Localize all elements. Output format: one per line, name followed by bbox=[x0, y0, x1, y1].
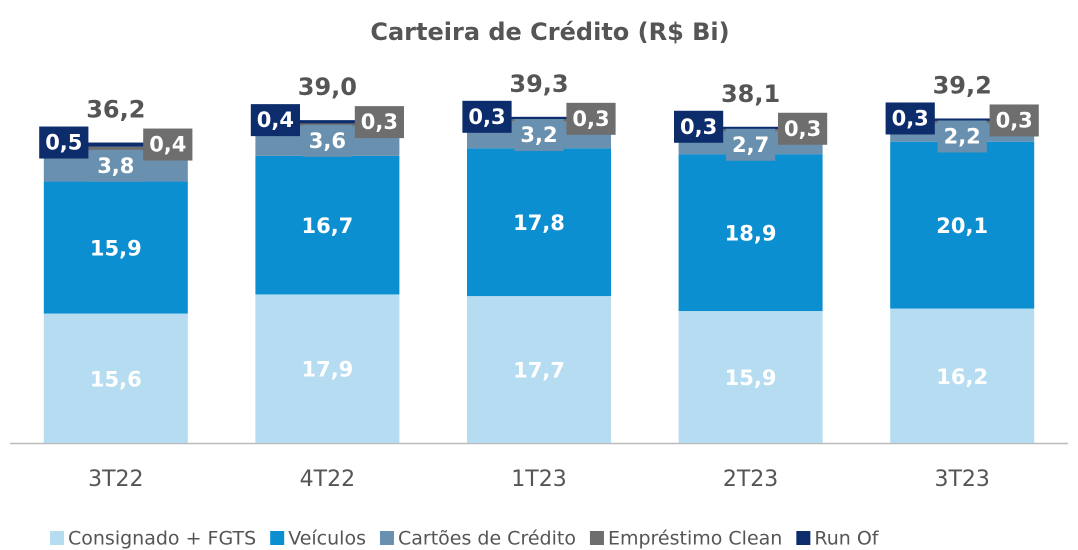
legend-label: Cartões de Crédito bbox=[398, 528, 576, 550]
bar-segment bbox=[678, 311, 823, 443]
data-label: 15,6 bbox=[90, 367, 142, 391]
label-box bbox=[143, 128, 193, 161]
data-label: 18,9 bbox=[725, 222, 777, 246]
label-box bbox=[566, 102, 616, 135]
label-box bbox=[937, 120, 987, 153]
label-box bbox=[989, 104, 1039, 137]
bar-segment bbox=[255, 120, 400, 124]
bar-segment bbox=[467, 148, 611, 297]
bar-segment bbox=[43, 146, 188, 151]
bar-segment bbox=[678, 126, 823, 130]
bar-segment bbox=[467, 116, 611, 120]
data-label: 3,8 bbox=[97, 154, 134, 178]
data-label: 16,2 bbox=[936, 365, 988, 389]
label-box bbox=[39, 126, 89, 159]
bar-segment bbox=[255, 294, 400, 443]
data-label: 3,6 bbox=[309, 129, 346, 153]
chart-title: Carteira de Crédito (R$ Bi) bbox=[370, 18, 729, 46]
legend-swatch bbox=[589, 531, 604, 545]
data-label: 16,7 bbox=[301, 214, 353, 238]
legend-label: Consignado + FGTS bbox=[68, 528, 256, 550]
legend-swatch bbox=[270, 531, 285, 545]
bar-segment bbox=[467, 296, 611, 443]
label-box bbox=[91, 149, 141, 182]
label-box bbox=[354, 106, 405, 139]
label-box bbox=[777, 112, 828, 145]
legend-swatch bbox=[379, 531, 394, 545]
data-label: 0,3 bbox=[468, 105, 505, 129]
legend-swatch bbox=[50, 531, 64, 545]
label-box bbox=[250, 104, 301, 137]
bar-segment bbox=[43, 313, 188, 443]
data-label: 0,5 bbox=[45, 131, 82, 155]
data-label: 0,3 bbox=[572, 107, 609, 131]
total-label: 39,0 bbox=[298, 73, 357, 101]
total-label: 39,3 bbox=[509, 70, 568, 98]
data-label: 17,9 bbox=[301, 358, 353, 382]
data-label: 15,9 bbox=[90, 237, 142, 261]
data-label: 2,7 bbox=[732, 133, 769, 157]
bar-segment bbox=[255, 123, 400, 126]
legend-label: Run Of bbox=[814, 528, 879, 550]
legend-label: Veículos bbox=[288, 528, 366, 550]
data-label: 0,3 bbox=[680, 115, 717, 139]
data-label: 0,4 bbox=[149, 133, 186, 157]
data-label: 3,2 bbox=[520, 123, 557, 147]
bar-segment bbox=[890, 141, 1035, 309]
data-label: 15,9 bbox=[725, 366, 777, 390]
bar-segment bbox=[678, 154, 823, 312]
x-tick-label: 3T23 bbox=[934, 467, 989, 492]
bar-segment bbox=[255, 155, 400, 295]
label-box bbox=[725, 128, 776, 161]
data-label: 0,3 bbox=[892, 106, 929, 130]
data-label: 0,4 bbox=[257, 108, 294, 132]
data-label: 20,1 bbox=[936, 214, 988, 238]
legend-label: Empréstimo Clean bbox=[608, 528, 782, 550]
label-box bbox=[514, 119, 564, 152]
data-label: 17,8 bbox=[513, 211, 565, 235]
data-label: 0,3 bbox=[996, 108, 1033, 132]
x-tick-label: 1T23 bbox=[511, 467, 566, 492]
total-label: 36,2 bbox=[86, 96, 145, 124]
total-label: 38,1 bbox=[721, 80, 780, 108]
data-label: 0,3 bbox=[784, 117, 821, 141]
data-label: 2,2 bbox=[944, 124, 981, 148]
x-tick-label: 2T23 bbox=[723, 467, 778, 492]
legend-swatch bbox=[796, 531, 811, 545]
data-label: 17,7 bbox=[513, 359, 565, 383]
bar-segment bbox=[43, 142, 188, 147]
x-tick-label: 3T22 bbox=[88, 467, 143, 492]
bar-segment bbox=[890, 118, 1035, 121]
x-tick-label: 4T22 bbox=[300, 467, 355, 492]
data-label: 0,3 bbox=[361, 110, 398, 134]
bar-segment bbox=[43, 181, 188, 314]
label-box bbox=[673, 110, 724, 143]
label-box bbox=[462, 100, 512, 133]
bar-segment bbox=[890, 308, 1035, 443]
label-box bbox=[885, 102, 935, 135]
label-box bbox=[302, 124, 353, 157]
total-label: 39,2 bbox=[933, 71, 992, 99]
